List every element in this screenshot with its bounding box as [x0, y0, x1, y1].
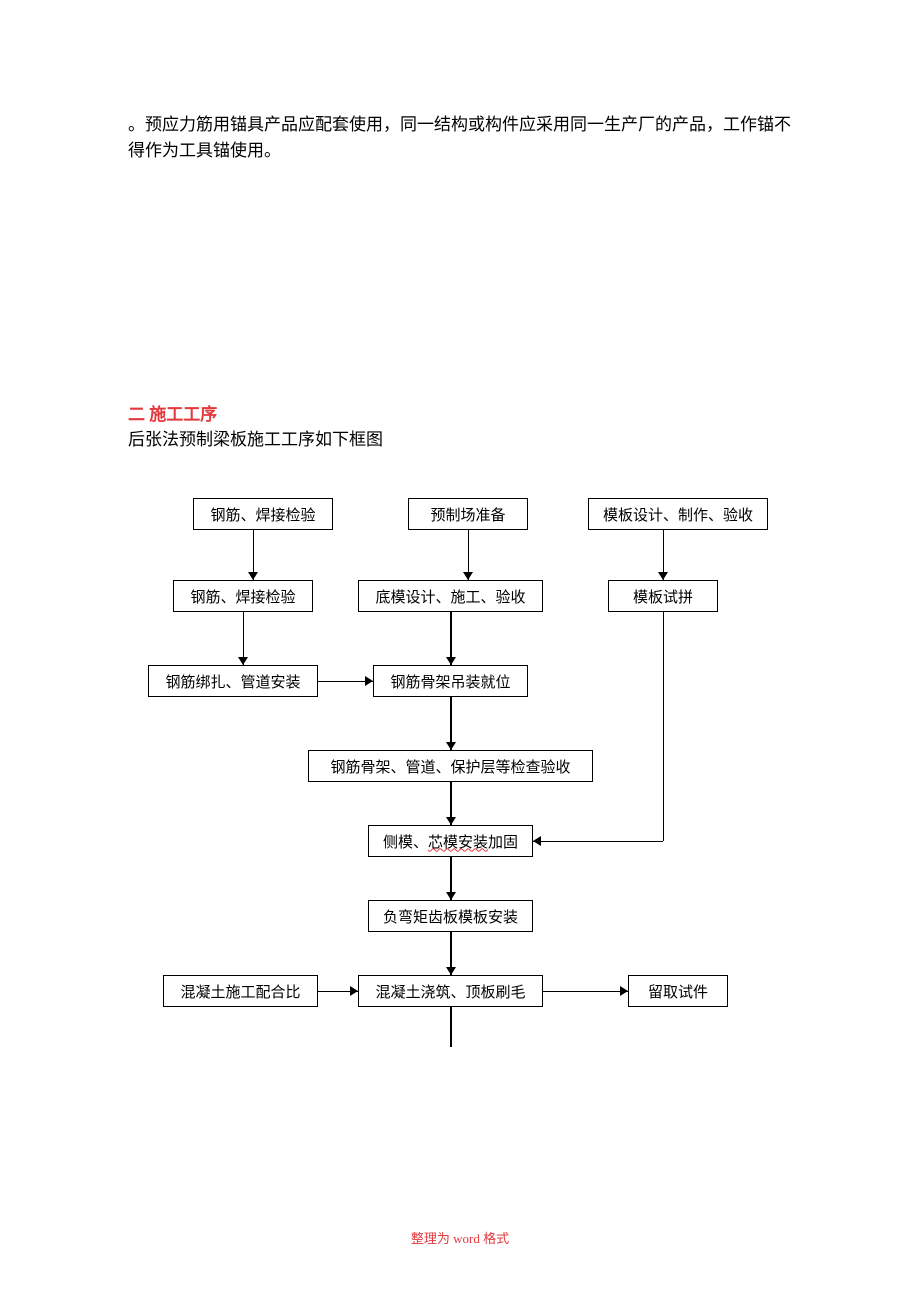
arrow-head-icon: [446, 657, 456, 665]
arrow-head-icon: [446, 742, 456, 750]
flowchart-node: 钢筋、焊接检验: [193, 498, 333, 530]
arrow-head-icon: [248, 572, 258, 580]
flowchart-node: 钢筋骨架吊装就位: [373, 665, 528, 697]
page-footer: 整理为 word 格式: [0, 1228, 920, 1247]
arrow-head-icon: [446, 817, 456, 825]
flowchart-container: 钢筋、焊接检验预制场准备模板设计、制作、验收钢筋、焊接检验底模设计、施工、验收模…: [128, 480, 808, 1080]
flowchart-edge: [450, 1007, 452, 1047]
arrow-head-icon: [463, 572, 473, 580]
flowchart-node: 负弯矩齿板模板安装: [368, 900, 533, 932]
flowchart-node: 底模设计、施工、验收: [358, 580, 543, 612]
flowchart-node: 混凝土浇筑、顶板刷毛: [358, 975, 543, 1007]
paragraph-1: 。预应力筋用锚具产品应配套使用，同一结构或构件应采用同一生产厂的产品，工作锚不得…: [128, 112, 805, 163]
document-page: 。预应力筋用锚具产品应配套使用，同一结构或构件应采用同一生产厂的产品，工作锚不得…: [0, 0, 920, 1302]
arrow-head-icon: [365, 676, 373, 686]
flowchart-node: 模板设计、制作、验收: [588, 498, 768, 530]
flowchart-node: 钢筋、焊接检验: [173, 580, 313, 612]
paragraph-2: 后张法预制梁板施工工序如下框图: [128, 425, 383, 450]
flowchart-node: 钢筋骨架、管道、保护层等检查验收: [308, 750, 593, 782]
flowchart-node: 侧模、芯模安装加固: [368, 825, 533, 857]
arrow-head-icon: [620, 986, 628, 996]
arrow-head-icon: [446, 892, 456, 900]
flowchart-node: 钢筋绑扎、管道安装: [148, 665, 318, 697]
flowchart-edge: [543, 991, 628, 993]
arrow-head-icon: [238, 657, 248, 665]
flowchart-edge: [533, 841, 663, 843]
arrow-head-icon: [446, 967, 456, 975]
flowchart-node: 留取试件: [628, 975, 728, 1007]
flowchart-edge: [663, 612, 665, 841]
arrow-head-icon: [658, 572, 668, 580]
arrow-head-icon: [350, 986, 358, 996]
arrow-head-icon: [533, 836, 541, 846]
flowchart-node: 预制场准备: [408, 498, 528, 530]
section-heading: 二 施工工序: [128, 400, 217, 425]
flowchart-node: 模板试拼: [608, 580, 718, 612]
flowchart-node: 混凝土施工配合比: [163, 975, 318, 1007]
